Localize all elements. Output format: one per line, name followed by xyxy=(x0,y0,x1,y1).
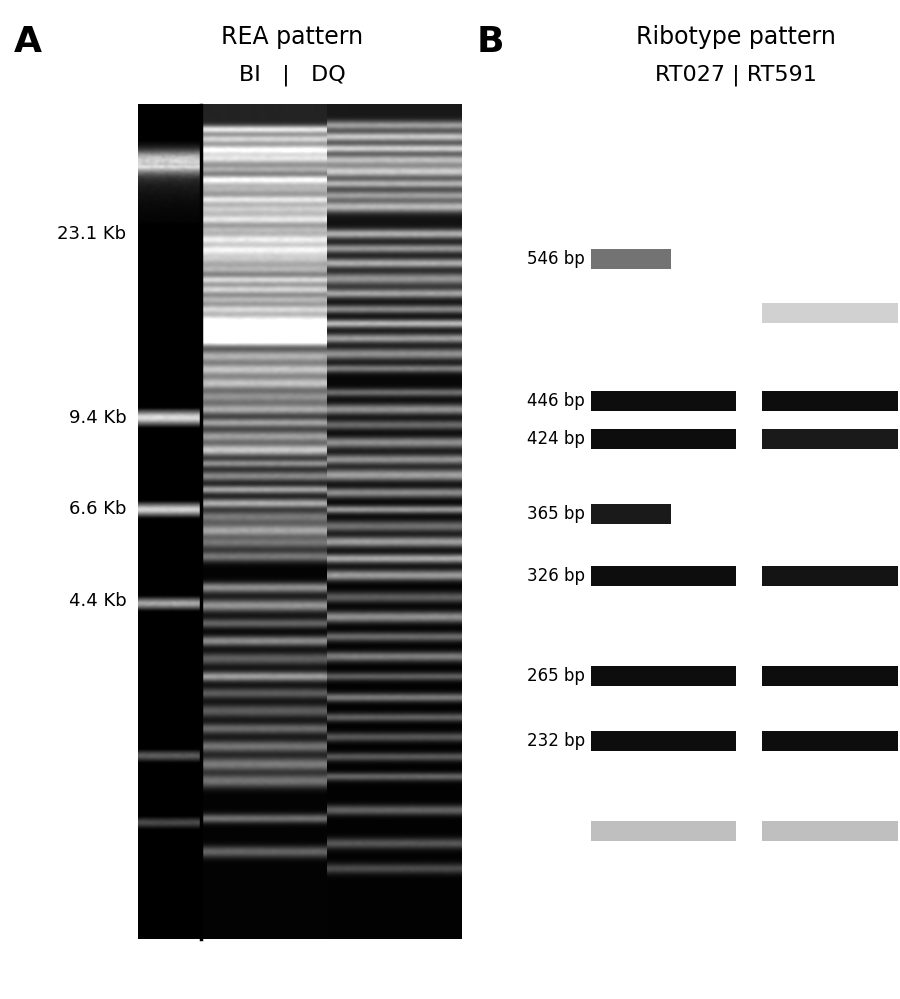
Text: RT027 | RT591: RT027 | RT591 xyxy=(655,65,817,87)
Text: 546 bp: 546 bp xyxy=(526,250,585,268)
Text: REA pattern: REA pattern xyxy=(221,25,364,49)
Text: BI   |   DQ: BI | DQ xyxy=(239,65,346,87)
Bar xyxy=(761,731,898,751)
Bar xyxy=(591,566,736,586)
Bar xyxy=(591,249,670,269)
Bar xyxy=(761,304,898,324)
Bar xyxy=(761,391,898,411)
Text: 326 bp: 326 bp xyxy=(526,567,585,585)
Text: A: A xyxy=(14,25,42,59)
Text: 232 bp: 232 bp xyxy=(526,732,585,750)
Text: 446 bp: 446 bp xyxy=(526,392,585,410)
Text: 424 bp: 424 bp xyxy=(526,430,585,448)
Bar xyxy=(591,731,736,751)
Bar xyxy=(761,566,898,586)
Bar xyxy=(761,820,898,840)
Text: 265 bp: 265 bp xyxy=(526,667,585,685)
Bar xyxy=(591,429,736,449)
Text: 9.4 Kb: 9.4 Kb xyxy=(68,409,126,427)
Bar xyxy=(761,429,898,449)
Text: 4.4 Kb: 4.4 Kb xyxy=(68,592,126,610)
Text: 23.1 Kb: 23.1 Kb xyxy=(58,225,126,243)
Text: 365 bp: 365 bp xyxy=(526,504,585,522)
Bar xyxy=(591,391,736,411)
FancyBboxPatch shape xyxy=(138,105,461,939)
Bar xyxy=(591,820,736,840)
Bar xyxy=(591,666,736,686)
Bar xyxy=(591,503,670,523)
Text: Ribotype pattern: Ribotype pattern xyxy=(636,25,836,49)
Text: 6.6 Kb: 6.6 Kb xyxy=(69,500,126,518)
Bar xyxy=(761,666,898,686)
Text: B: B xyxy=(477,25,504,59)
